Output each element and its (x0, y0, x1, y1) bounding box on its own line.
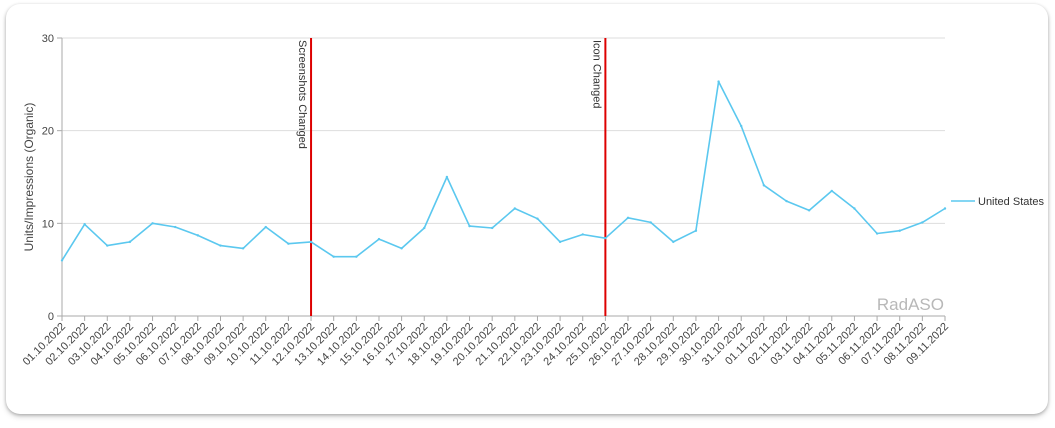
data-point (513, 207, 517, 210)
y-tick-label: 20 (42, 126, 54, 138)
data-point (536, 217, 539, 220)
data-point (309, 240, 313, 244)
axes: 010203001.10.202202.10.202203.10.202204.… (21, 33, 951, 368)
data-point (219, 244, 222, 247)
data-point (287, 242, 290, 245)
data-point (604, 236, 607, 240)
legend-label: United States (978, 196, 1045, 208)
data-point (875, 232, 879, 235)
data-point (106, 244, 109, 247)
data-point (921, 221, 924, 224)
data-point (853, 207, 856, 210)
data-point (898, 229, 901, 232)
data-point (128, 240, 132, 244)
data-point (355, 255, 358, 258)
data-point (445, 175, 449, 179)
data-point (490, 226, 494, 230)
series (60, 80, 947, 262)
data-point (400, 247, 403, 250)
y-tick-label: 30 (42, 33, 54, 45)
data-point (626, 216, 630, 219)
data-point (377, 237, 381, 241)
data-point (717, 80, 720, 83)
annotation-label: Screenshots Changed (296, 40, 308, 149)
data-point (83, 223, 86, 226)
data-point (60, 259, 64, 262)
data-point (672, 240, 675, 244)
data-point (649, 221, 652, 224)
chart-card (6, 4, 1048, 414)
legend: United States (951, 196, 1045, 208)
data-point (151, 222, 154, 225)
data-point (762, 184, 766, 187)
data-point (740, 124, 743, 128)
series-line (61, 80, 946, 262)
data-point (785, 199, 788, 203)
data-point (807, 209, 811, 212)
data-point (264, 225, 267, 229)
watermark: RadASO (877, 295, 944, 314)
annotation-label: Icon Changed (590, 40, 602, 109)
data-point (581, 233, 584, 236)
data-point (468, 224, 471, 228)
y-axis-title: Units/Impressions (Organic) (22, 103, 36, 252)
data-point (174, 225, 177, 229)
y-tick-label: 10 (42, 218, 54, 230)
data-point (943, 207, 947, 210)
data-point (332, 255, 335, 258)
data-point (423, 226, 426, 230)
data-point (558, 240, 562, 244)
grid (62, 37, 945, 317)
data-point (196, 234, 200, 237)
annotations: Screenshots Changed Icon Changed (296, 38, 607, 316)
data-point (241, 247, 245, 250)
y-tick-label: 0 (48, 311, 54, 323)
data-point (694, 229, 698, 232)
data-point (830, 189, 833, 193)
